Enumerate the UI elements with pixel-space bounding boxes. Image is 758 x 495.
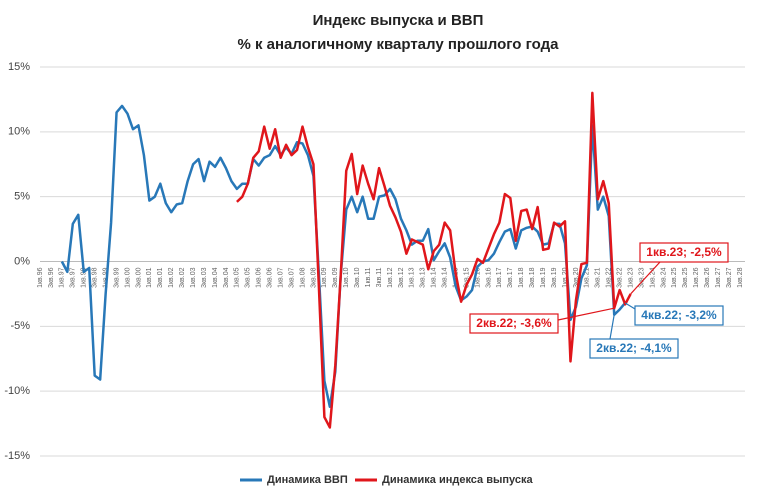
x-tick-label: 3кв.27 — [726, 267, 733, 288]
x-tick-label: 1кв.04 — [212, 267, 219, 288]
annotation-box — [639, 242, 729, 263]
x-tick-label: 1кв.05 — [234, 267, 241, 288]
x-tick-label: 3кв.00 — [135, 267, 142, 288]
x-tick-label: 3кв.15 — [463, 267, 470, 288]
y-tick-label: 5% — [14, 191, 30, 203]
x-tick-label: 3кв.12 — [398, 267, 405, 288]
x-tick-label: 3кв.03 — [201, 267, 208, 288]
x-tick-label: 3кв.05 — [245, 267, 252, 288]
x-tick-label: 1кв.18 — [518, 267, 525, 288]
annotation-text: 2кв.22; -4,1% — [596, 341, 672, 355]
annotation-box — [589, 338, 679, 359]
y-tick-label: -5% — [10, 320, 30, 332]
x-tick-label: 1кв.14 — [431, 267, 438, 288]
y-tick-label: -15% — [4, 450, 30, 462]
x-tick-label: 1кв.19 — [540, 267, 547, 288]
annotation-text: 1кв.23; -2,5% — [646, 245, 722, 259]
x-tick-label: 1кв.23 — [627, 267, 634, 288]
x-tick-label: 1кв.98 — [81, 267, 88, 288]
x-tick-label: 3кв.10 — [354, 267, 361, 288]
legend-label: Динамика индекса выпуска — [382, 474, 533, 486]
x-tick-label: 1кв.13 — [409, 267, 416, 288]
x-tick-label: 1кв.02 — [168, 267, 175, 288]
x-tick-label: 3кв.18 — [529, 267, 536, 288]
x-tick-label: 3кв.02 — [179, 267, 186, 288]
annotation-leader — [609, 314, 615, 340]
x-tick-label: 1кв.96 — [37, 267, 44, 288]
x-tick-label: 3кв.20 — [573, 267, 580, 288]
y-tick-label: -10% — [4, 385, 30, 397]
x-tick-label: 3кв.07 — [288, 267, 295, 288]
annotation-leader — [557, 307, 615, 321]
x-tick-label: 1кв.22 — [606, 267, 613, 288]
x-tick-label: 3кв.06 — [267, 267, 274, 288]
x-tick-label: 3кв.96 — [48, 267, 55, 288]
x-tick-label: 1кв.12 — [387, 267, 394, 288]
y-tick-label: 15% — [8, 61, 30, 73]
x-tick-label: 3кв.26 — [704, 267, 711, 288]
x-tick-label: 1кв.16 — [474, 267, 481, 288]
x-tick-label: 1кв.20 — [562, 267, 569, 288]
x-tick-label: 3кв.97 — [70, 267, 77, 288]
x-tick-label: 3кв.11 — [376, 267, 383, 287]
x-tick-label: 1кв.01 — [146, 267, 153, 288]
annotation-text: 2кв.22; -3,6% — [476, 316, 552, 330]
x-tick-label: 1кв.97 — [59, 267, 66, 288]
x-tick-label: 1кв.00 — [124, 267, 131, 288]
x-tick-label: 1кв.10 — [343, 267, 350, 288]
annotation-box — [634, 305, 724, 326]
x-tick-label: 1кв.06 — [256, 267, 263, 288]
x-tick-label: 3кв.21 — [595, 267, 602, 288]
x-tick-label: 1кв.09 — [321, 267, 328, 288]
x-tick-label: 3кв.13 — [420, 267, 427, 288]
x-tick-label: 3кв.24 — [660, 267, 667, 288]
x-tick-label: 3кв.23 — [638, 267, 645, 288]
y-tick-label: 10% — [8, 126, 30, 138]
x-tick-label: 1кв.07 — [277, 267, 284, 288]
x-tick-label: 3кв.25 — [682, 267, 689, 288]
x-tick-label: 1кв.26 — [693, 267, 700, 288]
annotation-box — [469, 313, 559, 334]
x-tick-label: 3кв.09 — [332, 267, 339, 288]
legend-label: Динамика ВВП — [267, 474, 348, 486]
x-tick-label: 3кв.98 — [92, 267, 99, 288]
annotation-leader — [630, 261, 661, 295]
x-tick-label: 3кв.14 — [442, 267, 449, 288]
chart-subtitle: % к аналогичному кварталу прошлого года — [237, 36, 559, 53]
x-tick-label: 1кв.17 — [496, 267, 503, 288]
x-tick-label: 1кв.21 — [584, 267, 591, 288]
x-tick-label: 3кв.99 — [113, 267, 120, 288]
y-tick-label: 0% — [14, 255, 30, 267]
x-tick-label: 1кв.24 — [649, 267, 656, 288]
x-tick-label: 3кв.22 — [617, 267, 624, 288]
series-line — [236, 91, 632, 429]
x-tick-label: 1кв.03 — [190, 267, 197, 288]
x-tick-label: 1кв.08 — [299, 267, 306, 288]
x-tick-label: 3кв.19 — [551, 267, 558, 288]
x-tick-label: 3кв.16 — [485, 267, 492, 288]
annotation-text: 4кв.22; -3,2% — [641, 308, 717, 322]
chart-title: Индекс выпуска и ВВП — [313, 12, 484, 29]
x-tick-label: 3кв.04 — [223, 267, 230, 288]
x-tick-label: 1кв.28 — [737, 267, 744, 288]
x-tick-label: 1кв.25 — [671, 267, 678, 288]
x-tick-label: 1кв.11 — [365, 267, 372, 287]
x-tick-label: 1кв.27 — [715, 267, 722, 288]
x-tick-label: 3кв.08 — [310, 267, 317, 288]
x-tick-label: 3кв.01 — [157, 267, 164, 288]
x-tick-label: 3кв.17 — [507, 267, 514, 288]
